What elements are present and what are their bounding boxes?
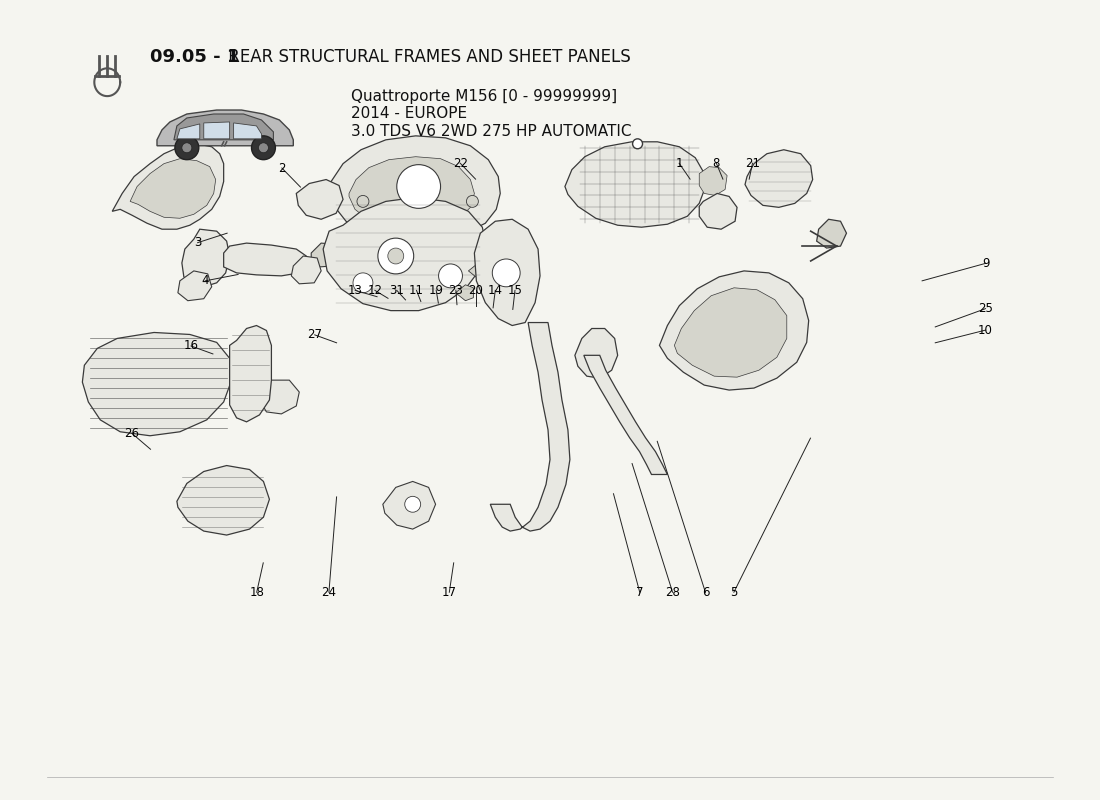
Polygon shape	[343, 249, 371, 275]
Circle shape	[466, 195, 478, 207]
Text: Quattroporte M156 [0 - 99999999]: Quattroporte M156 [0 - 99999999]	[351, 89, 617, 104]
Polygon shape	[296, 179, 343, 219]
Circle shape	[353, 273, 373, 293]
Text: 1: 1	[675, 157, 683, 170]
Polygon shape	[383, 482, 436, 529]
Polygon shape	[349, 157, 474, 230]
Text: 25: 25	[978, 302, 993, 315]
Polygon shape	[157, 110, 294, 146]
Polygon shape	[177, 466, 270, 535]
Text: 24: 24	[321, 586, 337, 598]
Circle shape	[388, 248, 404, 264]
Text: 3: 3	[194, 236, 201, 250]
Text: 28: 28	[666, 586, 680, 598]
Polygon shape	[82, 333, 232, 436]
Polygon shape	[311, 243, 339, 267]
Polygon shape	[177, 124, 200, 139]
Polygon shape	[482, 275, 500, 290]
Polygon shape	[260, 380, 299, 414]
Polygon shape	[292, 256, 321, 284]
Text: 8: 8	[713, 157, 721, 170]
Text: REAR STRUCTURAL FRAMES AND SHEET PANELS: REAR STRUCTURAL FRAMES AND SHEET PANELS	[222, 48, 630, 66]
Polygon shape	[745, 150, 813, 207]
Text: 22: 22	[453, 157, 468, 170]
Circle shape	[175, 136, 199, 160]
Text: 9: 9	[982, 257, 989, 270]
Circle shape	[397, 165, 441, 208]
Text: 21: 21	[745, 157, 760, 170]
Circle shape	[252, 136, 275, 160]
Text: 3.0 TDS V6 2WD 275 HP AUTOMATIC: 3.0 TDS V6 2WD 275 HP AUTOMATIC	[351, 124, 631, 139]
Circle shape	[258, 142, 268, 153]
Polygon shape	[700, 166, 727, 195]
Text: 4: 4	[201, 274, 209, 287]
Text: 09.05 - 1: 09.05 - 1	[150, 48, 240, 66]
Text: 10: 10	[978, 323, 993, 337]
Circle shape	[632, 139, 642, 149]
Circle shape	[358, 195, 368, 207]
Text: 15: 15	[507, 284, 522, 297]
Polygon shape	[474, 219, 540, 326]
Polygon shape	[233, 123, 262, 139]
Polygon shape	[323, 198, 486, 310]
Polygon shape	[469, 263, 486, 279]
Circle shape	[439, 264, 462, 288]
Text: 14: 14	[487, 284, 503, 297]
Text: 17: 17	[442, 586, 456, 598]
Polygon shape	[455, 285, 473, 301]
Polygon shape	[659, 271, 808, 390]
Polygon shape	[816, 219, 847, 248]
Polygon shape	[565, 142, 705, 227]
Text: 18: 18	[250, 586, 264, 598]
Polygon shape	[230, 326, 272, 422]
Text: 6: 6	[702, 586, 710, 598]
Polygon shape	[575, 329, 618, 378]
Text: 19: 19	[429, 284, 443, 297]
Text: 13: 13	[348, 284, 363, 297]
Text: 27: 27	[307, 328, 322, 342]
Polygon shape	[178, 271, 211, 301]
Text: 2: 2	[278, 162, 286, 174]
Text: 5: 5	[730, 586, 738, 598]
Polygon shape	[204, 122, 230, 139]
Polygon shape	[331, 136, 500, 241]
Text: 20: 20	[469, 284, 483, 297]
Text: 11: 11	[409, 284, 424, 297]
Circle shape	[182, 142, 191, 153]
Polygon shape	[174, 114, 274, 140]
Circle shape	[378, 238, 414, 274]
Text: 26: 26	[124, 427, 140, 440]
Text: 16: 16	[184, 339, 198, 353]
Circle shape	[493, 259, 520, 286]
Polygon shape	[130, 158, 216, 218]
Text: 2014 - EUROPE: 2014 - EUROPE	[351, 106, 468, 122]
Text: 7: 7	[636, 586, 644, 598]
Text: 12: 12	[367, 284, 383, 297]
Polygon shape	[700, 194, 737, 229]
Polygon shape	[223, 243, 306, 276]
Polygon shape	[112, 144, 223, 229]
Text: 31: 31	[389, 284, 404, 297]
Circle shape	[405, 496, 420, 512]
Polygon shape	[584, 355, 668, 474]
Polygon shape	[674, 288, 786, 377]
Text: 23: 23	[449, 284, 463, 297]
Polygon shape	[491, 322, 570, 531]
Polygon shape	[182, 229, 230, 286]
